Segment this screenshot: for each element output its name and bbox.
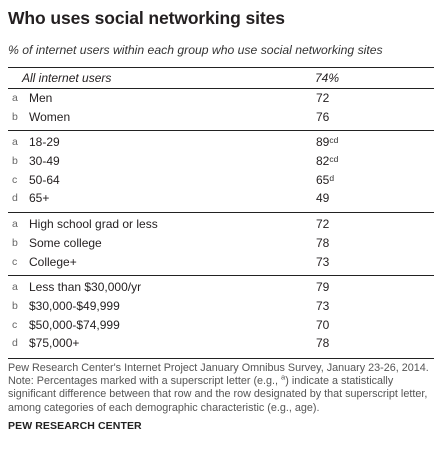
row-value-number: 73 — [316, 298, 330, 313]
row-label: 18-29 — [29, 135, 60, 150]
brand-label: PEW RESEARCH CENTER — [8, 420, 142, 432]
row-value-number: 89 — [316, 135, 330, 150]
group-divider — [8, 275, 434, 277]
row-value: 82cd — [316, 152, 338, 171]
row-letter: d — [12, 192, 18, 205]
row-value: 73 — [316, 253, 329, 272]
row-value-superscript: d — [329, 172, 335, 183]
row-value-number: 49 — [316, 191, 330, 206]
row-value-superscript: cd — [329, 154, 339, 165]
row-label: Less than $30,000/yr — [29, 280, 142, 295]
row-value: 70 — [316, 316, 329, 335]
row-letter: b — [12, 299, 18, 312]
row-value-number: 78 — [316, 336, 330, 351]
row-value-superscript: cd — [329, 135, 339, 146]
table-row: a 18-29 89cd — [8, 133, 434, 152]
row-value-number: 72 — [316, 91, 330, 105]
row-letter: a — [12, 281, 18, 294]
table-groups: a Men 72 b Women 76 a 18-29 89cd b 30-49 82cd c 50-64… — [8, 89, 434, 359]
table-row: d $75,000+ 78 — [8, 334, 434, 353]
row-value-number: 65 — [316, 172, 330, 187]
row-label: 50-64 — [29, 172, 60, 187]
row-label: 30-49 — [29, 154, 60, 169]
row-value: 76 — [316, 108, 329, 127]
row-letter: b — [12, 236, 18, 249]
row-value: 78 — [316, 234, 329, 253]
table-bottom-rule — [8, 357, 434, 359]
row-label: 65+ — [29, 191, 50, 206]
chart-title: Who uses social networking sites — [8, 8, 285, 28]
table-row: c $50,000-$74,999 70 — [8, 316, 434, 335]
row-letter: c — [12, 173, 18, 186]
footnote-source: Pew Research Center's Internet Project J… — [8, 362, 429, 374]
row-value: 49 — [316, 189, 329, 208]
row-label: Women — [29, 109, 71, 124]
row-label: College+ — [29, 254, 77, 269]
row-value-number: 79 — [316, 280, 330, 295]
row-value-number: 72 — [316, 217, 330, 232]
row-letter: a — [12, 136, 18, 149]
table-row: d 65+ 49 — [8, 189, 434, 208]
table-header-row: All internet users 74% — [8, 67, 434, 89]
table-row: a Less than $30,000/yr 79 — [8, 278, 434, 297]
row-letter: c — [12, 318, 18, 331]
row-value: 79 — [316, 278, 329, 297]
row-value: 65d — [316, 171, 334, 190]
row-value-number: 70 — [316, 317, 330, 332]
row-value: 72 — [316, 215, 329, 234]
table-row: b Women 76 — [8, 108, 434, 127]
table-row: a Men 72 — [8, 89, 434, 108]
footnote-note-sup: a — [281, 372, 286, 382]
row-letter: b — [12, 155, 18, 168]
chart-subtitle: % of internet users within each group wh… — [8, 43, 383, 57]
row-letter: a — [12, 92, 18, 104]
header-value: 74% — [315, 71, 340, 85]
row-label: $50,000-$74,999 — [29, 317, 120, 332]
footnote: Pew Research Center's Internet Project J… — [8, 362, 436, 415]
row-letter: a — [12, 218, 18, 231]
row-value: 73 — [316, 297, 329, 316]
row-letter: b — [12, 110, 18, 123]
row-value-number: 82 — [316, 154, 330, 169]
group-divider — [8, 212, 434, 214]
footnote-note-post: ) indicate a statistically significant d… — [8, 375, 428, 414]
footnote-note-pre: Note: Percentages marked with a superscr… — [8, 375, 282, 388]
row-value: 72 — [316, 89, 329, 108]
table-row: b $30,000-$49,999 73 — [8, 297, 434, 316]
row-value: 78 — [316, 334, 329, 353]
table-row: c College+ 73 — [8, 253, 434, 272]
row-value: 89cd — [316, 133, 338, 152]
row-label: Men — [29, 91, 53, 105]
row-letter: d — [12, 337, 18, 350]
row-letter: c — [12, 255, 18, 268]
data-table: All internet users 74% a Men 72 b Women 76 a 18… — [8, 67, 434, 359]
row-value-number: 76 — [316, 109, 330, 124]
row-label: High school grad or less — [29, 217, 158, 232]
table-row: b 30-49 82cd — [8, 152, 434, 171]
table-row: c 50-64 65d — [8, 171, 434, 190]
header-label: All internet users — [22, 71, 112, 85]
row-label: $30,000-$49,999 — [29, 298, 120, 313]
row-label: Some college — [29, 235, 102, 250]
row-value-number: 73 — [316, 254, 330, 269]
table-row: a High school grad or less 72 — [8, 215, 434, 234]
row-value-number: 78 — [316, 235, 330, 250]
group-divider — [8, 130, 434, 132]
row-label: $75,000+ — [29, 336, 80, 351]
table-row: b Some college 78 — [8, 234, 434, 253]
